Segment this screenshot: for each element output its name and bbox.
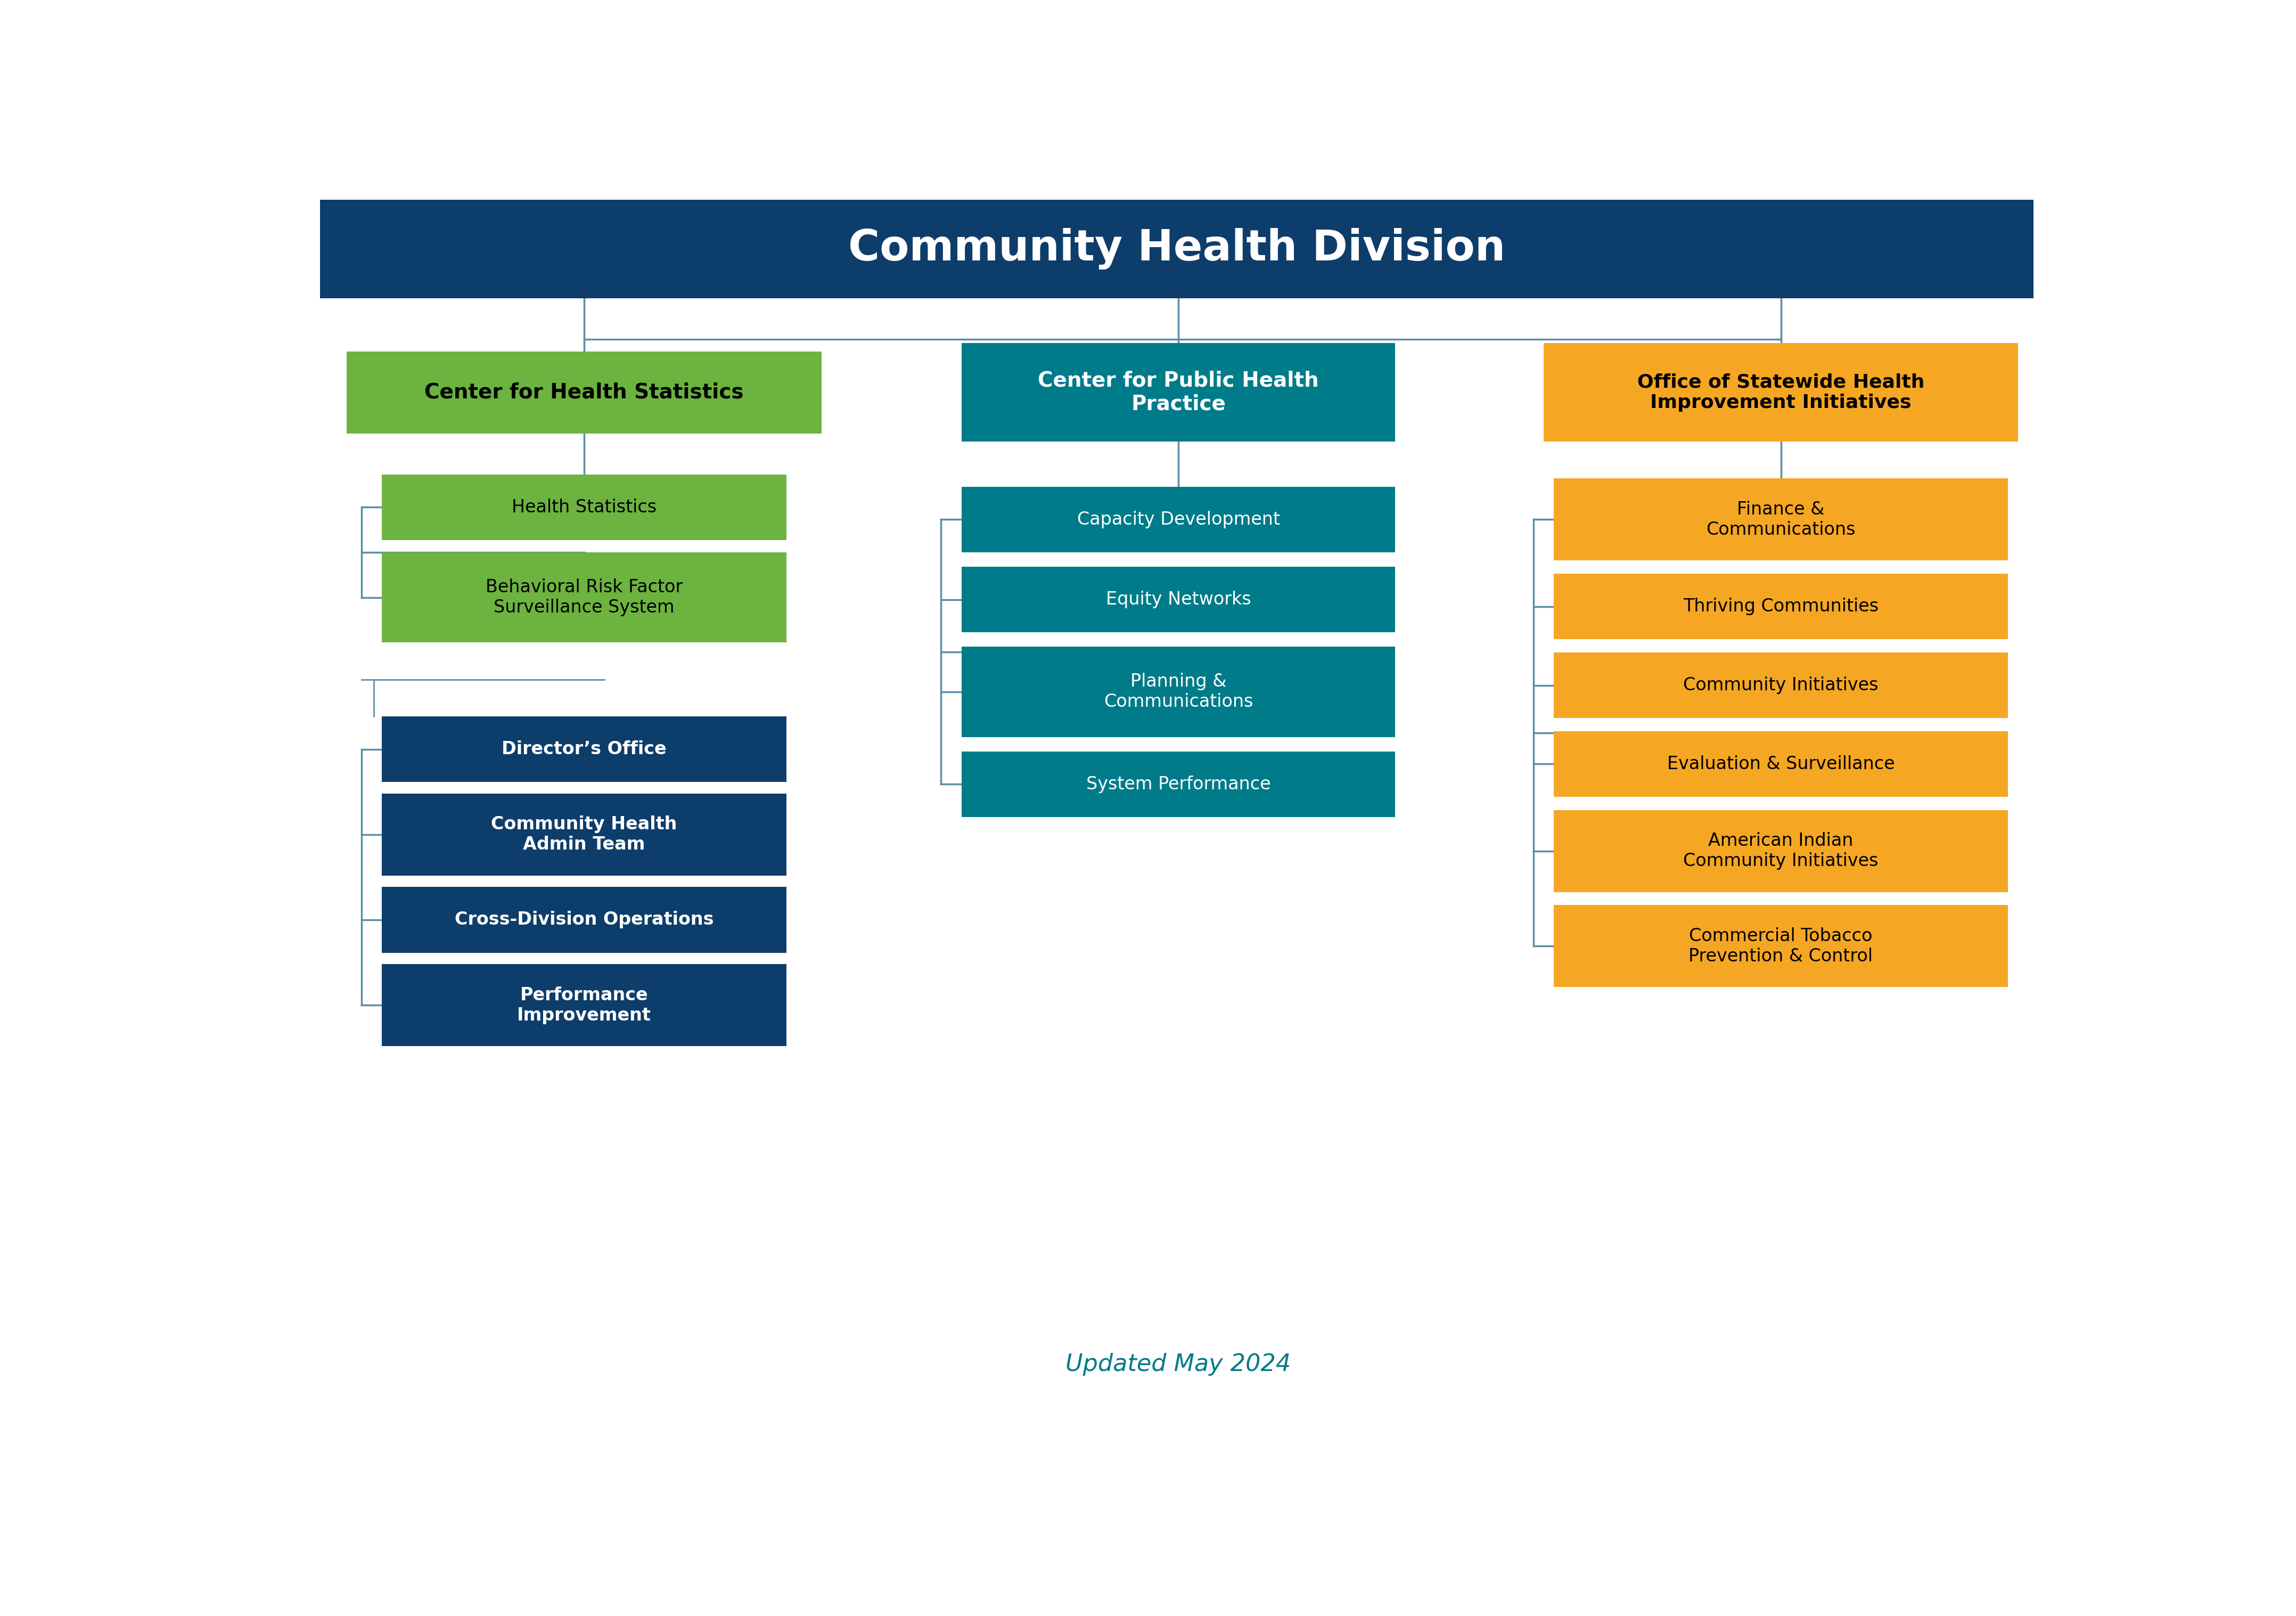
FancyBboxPatch shape bbox=[381, 475, 785, 540]
Text: Community Initiatives: Community Initiatives bbox=[1683, 677, 1878, 693]
FancyBboxPatch shape bbox=[381, 887, 785, 953]
Text: Commercial Tobacco
Prevention & Control: Commercial Tobacco Prevention & Control bbox=[1688, 928, 1874, 965]
Text: Thriving Communities: Thriving Communities bbox=[1683, 598, 1878, 616]
FancyBboxPatch shape bbox=[1543, 343, 2018, 441]
FancyBboxPatch shape bbox=[381, 553, 785, 643]
FancyBboxPatch shape bbox=[347, 351, 822, 433]
Text: Health Statistics: Health Statistics bbox=[512, 498, 657, 516]
FancyBboxPatch shape bbox=[1554, 574, 2007, 640]
Text: System Performance: System Performance bbox=[1086, 776, 1270, 793]
Text: Cross-Division Operations: Cross-Division Operations bbox=[455, 911, 714, 929]
FancyBboxPatch shape bbox=[1554, 478, 2007, 561]
FancyBboxPatch shape bbox=[381, 965, 785, 1046]
Text: Office of Statewide Health
Improvement Initiatives: Office of Statewide Health Improvement I… bbox=[1637, 373, 1924, 412]
Text: Director’s Office: Director’s Office bbox=[503, 740, 666, 758]
FancyBboxPatch shape bbox=[962, 343, 1396, 441]
Text: Updated May 2024: Updated May 2024 bbox=[1065, 1353, 1290, 1375]
FancyBboxPatch shape bbox=[1554, 730, 2007, 797]
Text: Evaluation & Surveillance: Evaluation & Surveillance bbox=[1667, 755, 1894, 772]
Text: Performance
Improvement: Performance Improvement bbox=[517, 986, 652, 1025]
FancyBboxPatch shape bbox=[1554, 905, 2007, 987]
Text: Capacity Development: Capacity Development bbox=[1077, 511, 1279, 528]
Text: Center for Health Statistics: Center for Health Statistics bbox=[425, 383, 744, 402]
Text: Behavioral Risk Factor
Surveillance System: Behavioral Risk Factor Surveillance Syst… bbox=[484, 579, 682, 616]
FancyBboxPatch shape bbox=[962, 567, 1396, 632]
Text: Center for Public Health
Practice: Center for Public Health Practice bbox=[1038, 370, 1318, 414]
Text: Community Health
Admin Team: Community Health Admin Team bbox=[491, 816, 677, 853]
Text: Community Health Division: Community Health Division bbox=[847, 228, 1506, 270]
Text: Planning &
Communications: Planning & Communications bbox=[1104, 672, 1254, 711]
Text: Equity Networks: Equity Networks bbox=[1107, 591, 1251, 608]
FancyBboxPatch shape bbox=[1554, 810, 2007, 892]
Text: American Indian
Community Initiatives: American Indian Community Initiatives bbox=[1683, 832, 1878, 869]
FancyBboxPatch shape bbox=[962, 751, 1396, 818]
FancyBboxPatch shape bbox=[962, 646, 1396, 737]
FancyBboxPatch shape bbox=[381, 793, 785, 876]
FancyBboxPatch shape bbox=[962, 486, 1396, 553]
FancyBboxPatch shape bbox=[1554, 653, 2007, 718]
FancyBboxPatch shape bbox=[381, 716, 785, 782]
Text: Finance &
Communications: Finance & Communications bbox=[1706, 501, 1855, 538]
FancyBboxPatch shape bbox=[319, 200, 2034, 297]
